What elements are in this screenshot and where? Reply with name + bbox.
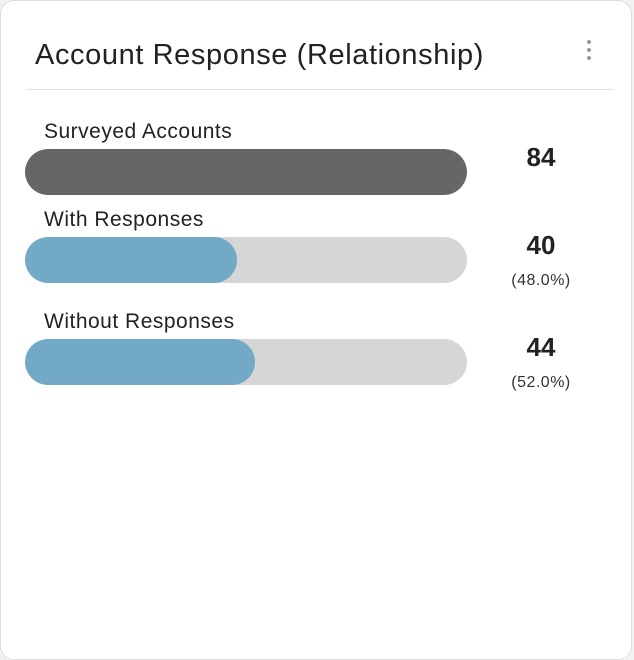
metric-value: 44 xyxy=(526,332,556,362)
progress-bar xyxy=(25,339,467,385)
more-vertical-icon xyxy=(587,40,591,44)
card-header: Account Response (Relationship) xyxy=(27,1,613,90)
metric-percent: (48.0%) xyxy=(511,272,571,289)
metric-label: With Responses xyxy=(44,208,204,231)
progress-bar xyxy=(25,237,467,283)
more-vertical-icon-dot xyxy=(587,48,591,52)
metric-value: 40 xyxy=(526,230,556,260)
progress-bar-fill xyxy=(25,237,238,283)
card-title: Account Response (Relationship) xyxy=(35,39,484,71)
metric-label: Without Responses xyxy=(44,310,235,333)
metric-value: 84 xyxy=(526,142,556,172)
progress-bar-fill xyxy=(25,339,255,385)
progress-bar xyxy=(25,149,467,195)
metric-percent: (52.0%) xyxy=(511,374,571,391)
more-options-button[interactable] xyxy=(579,35,599,65)
metric-label: Surveyed Accounts xyxy=(44,120,233,143)
progress-bar-fill xyxy=(25,149,467,195)
more-vertical-icon-dot xyxy=(587,56,591,60)
